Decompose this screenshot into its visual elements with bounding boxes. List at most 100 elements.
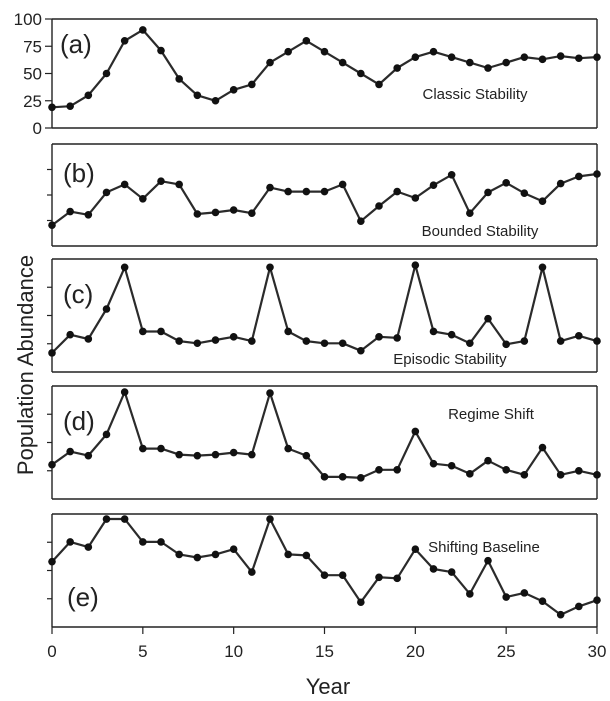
data-point <box>393 187 401 196</box>
data-point <box>302 551 311 560</box>
data-point <box>520 189 529 197</box>
data-point <box>357 217 365 225</box>
panel-4: (d) Regime Shift <box>47 385 601 500</box>
data-point <box>102 69 111 78</box>
data-point <box>466 58 474 67</box>
data-point <box>538 263 547 272</box>
data-point <box>175 180 183 189</box>
data-point <box>229 333 238 341</box>
data-point <box>84 543 93 551</box>
panel-3: (c) Episodic Stability <box>47 258 601 373</box>
data-point <box>447 461 456 470</box>
data-point <box>502 179 510 187</box>
data-point <box>120 515 129 523</box>
panel-title: Episodic Stability <box>393 351 507 368</box>
data-point <box>593 53 601 61</box>
data-point <box>466 590 474 598</box>
x-tick-label: 20 <box>406 642 425 661</box>
data-point <box>102 430 111 439</box>
x-tick-label: 5 <box>138 642 147 661</box>
data-point <box>502 58 510 67</box>
data-point <box>411 194 420 202</box>
panel-1: 0 25 50 75 100 (a) Classic Stability <box>14 10 601 138</box>
data-point <box>193 339 202 348</box>
panels: 0 25 50 75 100 (a) Classic Stability (b) Bounded… <box>14 10 601 628</box>
data-point <box>593 596 601 604</box>
panel-letter: (b) <box>63 158 95 188</box>
data-point <box>502 340 510 349</box>
data-point <box>575 54 583 63</box>
data-point <box>248 568 256 576</box>
data-point <box>520 53 529 61</box>
data-point <box>411 427 420 436</box>
data-point <box>556 471 565 479</box>
data-point <box>375 80 383 89</box>
data-point <box>248 80 256 89</box>
data-point <box>248 209 256 217</box>
data-point <box>575 466 583 475</box>
data-point <box>175 550 183 559</box>
data-point <box>538 597 547 605</box>
panel-letter: (d) <box>63 406 95 436</box>
data-point <box>302 451 311 460</box>
data-point <box>211 96 220 105</box>
data-point <box>175 337 183 345</box>
data-point <box>393 574 401 583</box>
data-point <box>320 187 329 196</box>
data-point <box>193 91 202 100</box>
data-point <box>520 337 529 345</box>
data-point <box>338 339 347 348</box>
data-point <box>266 183 274 192</box>
data-point <box>575 331 583 340</box>
data-point <box>84 211 93 219</box>
data-point <box>375 202 383 210</box>
data-point <box>229 545 238 553</box>
data-point <box>84 335 93 343</box>
data-point <box>556 337 565 345</box>
data-point <box>229 86 238 94</box>
data-point <box>248 337 256 345</box>
series-line <box>51 390 598 479</box>
data-point <box>48 460 56 469</box>
data-point <box>447 330 456 339</box>
data-point <box>266 515 274 523</box>
data-point <box>320 339 329 348</box>
data-point <box>320 571 329 579</box>
data-point <box>48 221 56 229</box>
y-axis-title: Population Abundance <box>13 255 38 475</box>
data-point <box>66 538 74 546</box>
data-point <box>266 58 274 67</box>
data-point <box>66 447 74 456</box>
data-point <box>320 473 329 481</box>
data-point <box>593 337 601 345</box>
data-point <box>248 450 256 459</box>
data-point <box>429 47 438 56</box>
data-point <box>375 333 383 341</box>
data-point <box>338 180 347 189</box>
data-point <box>102 188 111 197</box>
data-point <box>84 451 93 460</box>
data-point <box>429 459 438 468</box>
panel-2: (b) Bounded Stability <box>47 143 601 247</box>
data-point <box>429 565 438 573</box>
panel-letter: (c) <box>63 279 93 309</box>
data-point <box>429 181 438 189</box>
data-point <box>538 55 547 64</box>
data-point <box>502 593 510 601</box>
data-point <box>338 571 347 579</box>
data-point <box>211 208 220 217</box>
data-point <box>357 474 365 482</box>
data-point <box>393 465 401 474</box>
data-point <box>66 207 74 216</box>
data-point <box>357 69 365 78</box>
data-point <box>175 450 183 459</box>
x-axis: 0 5 10 15 20 25 30 <box>47 627 606 661</box>
data-point <box>302 37 311 45</box>
data-point <box>211 336 220 344</box>
data-point <box>302 337 311 345</box>
panel-title: Classic Stability <box>422 86 528 103</box>
data-point <box>593 471 601 479</box>
data-point <box>284 47 292 56</box>
x-tick-label: 10 <box>224 642 243 661</box>
data-point <box>575 172 583 181</box>
